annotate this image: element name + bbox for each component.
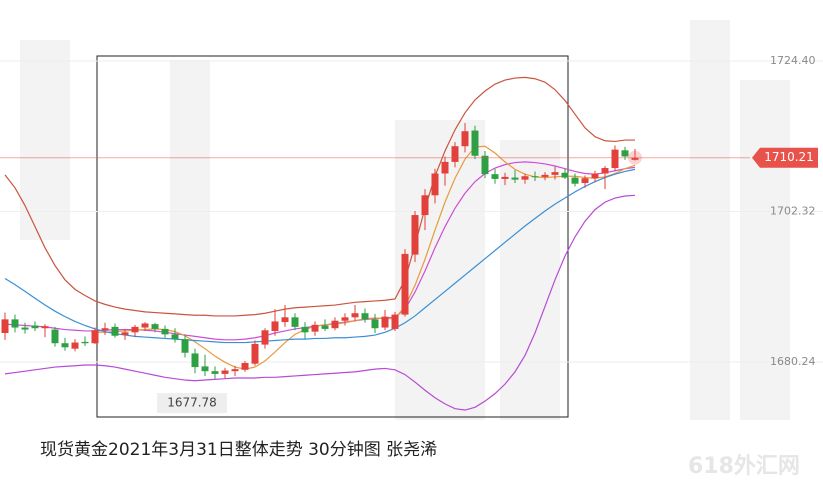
candle-body [471,130,479,156]
chart-title: 现货黄金2021年3月31日整体走势 30分钟图 张尧浠 [40,440,437,460]
candle-body [131,326,139,333]
candle-body [611,149,619,169]
candle-body [151,324,159,329]
candle-body [21,327,29,330]
candle-body [511,177,519,180]
candle-body [581,178,589,184]
candle-body [161,328,169,335]
candle-body [81,341,89,344]
candle-body [61,343,69,348]
candle-body [41,326,49,329]
candle-body [391,314,399,329]
candle-body [621,150,629,157]
candle-body [51,329,59,344]
indicator-line [4,194,636,411]
plot: 1724.40 1702.32 1680.24 1710.21 1677.78 [0,54,823,413]
watermark: 618外汇网 [688,453,800,479]
candle-body [631,157,639,160]
candle-body [291,317,299,327]
candle-body [91,330,99,344]
candle-body [501,176,509,179]
candle-body [601,168,609,174]
indicator-line [4,168,636,344]
candle-body [531,176,539,178]
candle-body [491,174,499,179]
candle-body [251,343,259,364]
candle-body [121,332,129,336]
candle-body [451,146,459,162]
indicator-line [4,76,635,317]
candle-body [261,330,269,345]
candle-body [301,326,309,333]
candle-body [211,371,219,374]
y-tick-label: 1702.32 [770,205,816,218]
candle-body [11,319,19,328]
candle-body [521,176,529,180]
highlight-box [96,55,569,418]
candle-body [321,325,329,329]
candle-body [551,172,559,175]
candle-body [201,366,209,372]
background-pattern [20,20,790,420]
candle-body [271,321,279,331]
candle-body [111,326,119,336]
candle-body [191,353,199,368]
candle-body [431,173,439,196]
candle-body [371,319,379,329]
candle-body [561,172,569,178]
y-tick-label: 1724.40 [770,54,816,67]
candle-body [541,174,549,177]
candle-body [141,323,149,328]
current-price-glow [628,150,642,165]
candle-body [281,317,289,323]
candle-body [221,370,229,374]
price-tag [752,147,818,168]
candle-body [31,325,39,329]
candle-body [231,369,239,372]
candle-body [381,316,389,328]
y-tick-label: 1680.24 [770,355,816,368]
candle-body [341,317,349,321]
candle-body [411,215,419,255]
candle-body [461,131,469,147]
candle-body [241,362,249,370]
candle-body [441,161,449,174]
candle-body [311,324,319,332]
candle-body [171,334,179,340]
candle-body [361,313,369,320]
candle-body [71,342,79,349]
candle-body [481,155,489,175]
price-tag-label: 1710.21 [764,150,814,164]
low-label-box [157,393,227,413]
candle-body [331,320,339,329]
candle-body [1,319,9,333]
candle-body [101,328,109,331]
candle-body [401,253,409,315]
candle-body [591,173,599,179]
candle-body [421,195,429,216]
candle-body [571,177,579,184]
low-label: 1677.78 [167,396,217,410]
candle-body [351,313,359,318]
candle-body [181,339,189,353]
